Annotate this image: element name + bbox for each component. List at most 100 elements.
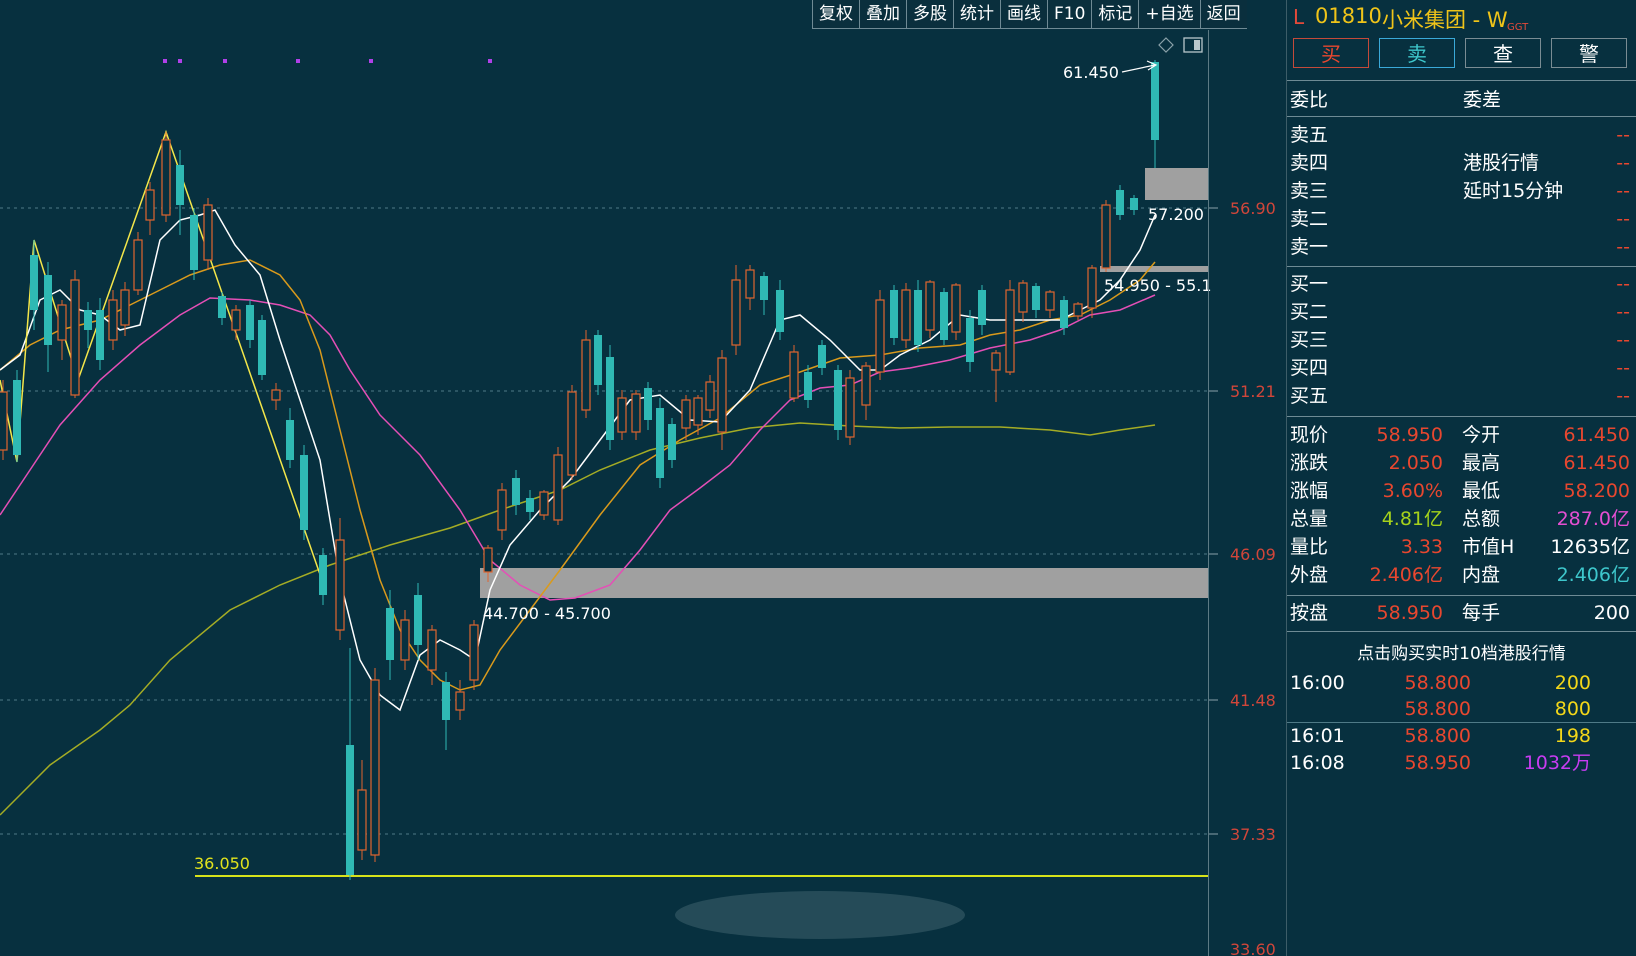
- candle-body: [258, 320, 266, 375]
- signal-dot: [369, 59, 373, 63]
- candle-body: [745, 269, 755, 299]
- price-label: 46.09: [1230, 545, 1276, 564]
- high-price-value: 61.450: [1563, 452, 1630, 474]
- candle-body: [1116, 190, 1124, 215]
- open-price-value: 61.450: [1563, 424, 1630, 446]
- candle-body: [400, 619, 410, 661]
- panel-toggle-fill: [1194, 40, 1200, 50]
- low-price-value: 58.200: [1563, 480, 1630, 502]
- candle-body: [469, 624, 479, 681]
- price-gridlines: [0, 207, 1208, 835]
- outer-volume-value: 2.406亿: [1369, 564, 1443, 586]
- candle-body: [656, 408, 664, 478]
- candle-body: [567, 391, 577, 476]
- candle-body: [1005, 289, 1015, 373]
- candle-body: [190, 215, 198, 270]
- ma-orange-line: [0, 259, 1156, 691]
- realtime-quote-promo-link[interactable]: 点击购买实时10档港股行情: [1357, 644, 1566, 664]
- market-flag: L: [1293, 5, 1305, 29]
- candle-body: [760, 276, 768, 300]
- tick-price: 58.800: [1404, 725, 1471, 747]
- toolbar-button-overlay[interactable]: 叠加: [859, 0, 906, 29]
- watermark: [675, 891, 965, 939]
- candle-body: [483, 547, 493, 573]
- quote-label: 涨幅: [1290, 480, 1329, 502]
- sell-button[interactable]: 卖: [1379, 38, 1455, 68]
- toolbar-button-add-watchlist[interactable]: +自选: [1138, 0, 1200, 29]
- quote-label: 最低: [1462, 480, 1501, 502]
- candle-body: [512, 478, 520, 505]
- candle-body: [161, 139, 171, 216]
- candle-body: [96, 310, 104, 360]
- candle-body: [1018, 282, 1028, 313]
- bid-5-label: 买五: [1290, 385, 1329, 407]
- candle-body: [834, 370, 842, 430]
- price-axis-line: [1208, 30, 1209, 956]
- toolbar-button-statistics[interactable]: 统计: [953, 0, 1000, 29]
- toolbar-button-f10[interactable]: F10: [1047, 0, 1092, 29]
- zone-marker: [1100, 266, 1208, 272]
- candle-body: [346, 745, 354, 875]
- candle-body: [526, 498, 534, 512]
- candle-body: [890, 290, 898, 338]
- tick-price: 58.800: [1404, 672, 1471, 694]
- candle-body: [0, 391, 8, 451]
- toolbar-button-mark[interactable]: 标记: [1091, 0, 1139, 29]
- buy-button[interactable]: 买: [1293, 38, 1369, 68]
- lot-size-label: 每手: [1462, 602, 1501, 624]
- lower-zone-annotation: 44.700 - 45.700: [483, 604, 611, 623]
- bid-1-label: 买一: [1290, 273, 1329, 295]
- candle-body: [925, 281, 935, 331]
- tick-volume: 1032万: [1523, 752, 1591, 774]
- candle-body: [1045, 291, 1055, 311]
- toolbar-button-back[interactable]: 返回: [1199, 0, 1247, 29]
- diamond-icon[interactable]: [1158, 37, 1174, 53]
- quote-label: 市值H: [1462, 536, 1515, 558]
- divider: [1287, 595, 1636, 596]
- panel-toggle-frame: [1183, 37, 1203, 53]
- candle-body: [357, 789, 367, 851]
- toolbar-button-multi-stock[interactable]: 多股: [906, 0, 953, 29]
- ask-4-label: 卖四: [1290, 152, 1329, 174]
- candle-body: [286, 420, 294, 460]
- candle-body: [271, 389, 281, 401]
- ask-3-value: --: [1616, 180, 1630, 202]
- tick-volume: 200: [1554, 672, 1591, 694]
- candle-body: [845, 377, 855, 438]
- ask-5-label: 卖五: [1290, 124, 1329, 146]
- candlestick-chart[interactable]: 56.90 51.21 46.09 41.48 37.33 33.60 61.4…: [0, 30, 1286, 956]
- candle-body: [145, 189, 155, 221]
- quote-label: 内盘: [1462, 564, 1501, 586]
- panel-toggle-icon[interactable]: [1183, 37, 1203, 53]
- price-label: 56.90: [1230, 199, 1276, 218]
- candle-body: [176, 165, 184, 205]
- upper-zone-annotation: 54.950 - 55.1: [1104, 276, 1212, 295]
- ask-5-value: --: [1616, 124, 1630, 146]
- candle-body: [717, 357, 727, 433]
- candle-body: [386, 608, 394, 660]
- alert-button[interactable]: 警: [1551, 38, 1627, 68]
- candle-body: [442, 682, 450, 720]
- candle-body: [693, 397, 703, 426]
- panel-divider: [1286, 0, 1287, 956]
- bid-5-value: --: [1616, 385, 1630, 407]
- query-button[interactable]: 查: [1465, 38, 1541, 68]
- bid-3-value: --: [1616, 329, 1630, 351]
- change-value: 2.050: [1388, 452, 1443, 474]
- ask-2-value: --: [1616, 208, 1630, 230]
- candle-body: [370, 679, 380, 856]
- candle-body: [300, 455, 308, 530]
- bid-4-value: --: [1616, 357, 1630, 379]
- candle-body: [231, 309, 241, 331]
- ask-4-value: --: [1616, 152, 1630, 174]
- candle-body: [70, 279, 80, 396]
- toolbar-button-fuquan[interactable]: 复权: [812, 0, 859, 29]
- toolbar-button-draw-line[interactable]: 画线: [1000, 0, 1047, 29]
- quote-label: 最高: [1462, 452, 1501, 474]
- inner-volume-value: 2.406亿: [1556, 564, 1630, 586]
- candle-body: [539, 491, 549, 516]
- candle-body: [875, 299, 885, 373]
- bid-4-label: 买四: [1290, 357, 1329, 379]
- bid-2-label: 买二: [1290, 301, 1329, 323]
